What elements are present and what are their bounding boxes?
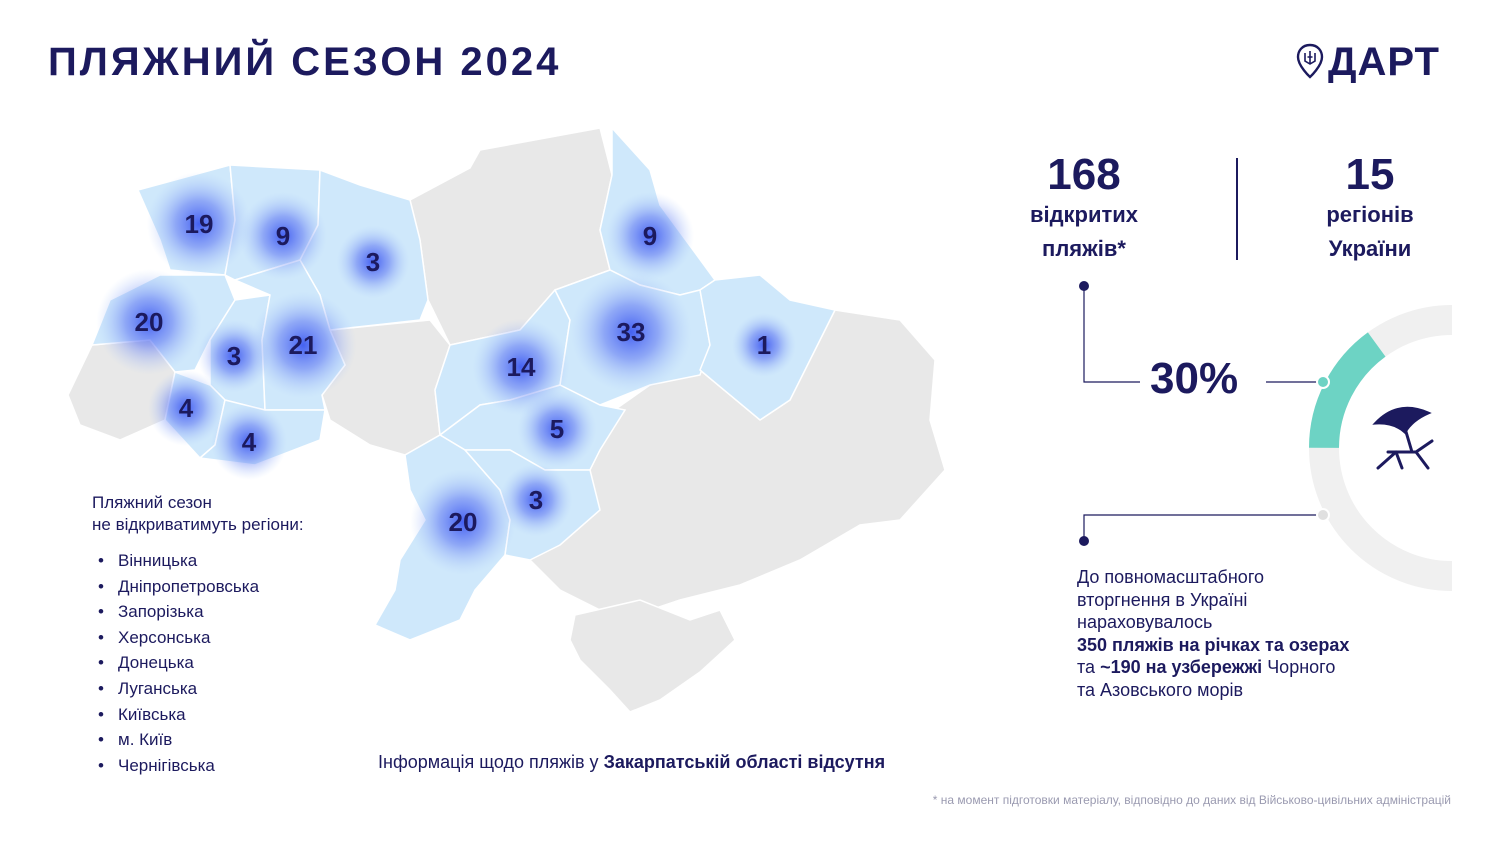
beach-umbrella-icon [1372,406,1434,470]
list-item: Херсонська [98,625,304,651]
percent-ring [1309,305,1453,591]
region-beach-count: 9 [643,221,657,251]
badge-glow [732,313,796,377]
badge-glow [570,271,692,393]
region-beach-count: 20 [449,507,478,537]
map-pin-trident-icon [1296,43,1324,79]
region-beach-count: 33 [617,317,646,347]
dart-logo: ДАРТ [1296,40,1440,85]
closed-regions-legend: Пляжний сезон не відкриватимуть регіони:… [92,492,304,778]
map-badges: 19 9 3 9 20 3 21 33 1 14 4 4 5 20 3 [96,171,796,575]
badge-glow [148,370,224,446]
regions-label-2: України [1328,236,1412,261]
region-crimea [569,599,736,713]
stats-divider [1236,158,1238,260]
connector-bottom [1083,514,1322,540]
prewar-line-2: вторгнення в Україні [1077,589,1248,610]
ring-progress [1309,332,1386,449]
region-beach-count: 20 [135,307,164,337]
zakarpattia-note: Інформація щодо пляжів у Закарпатській о… [378,752,885,773]
beaches-count: 168 [1047,150,1121,199]
ring-marker-teal [1316,375,1330,389]
badge-glow [336,225,410,299]
regions-stat: 15 регіонів України [1290,152,1450,266]
connector-top [1083,286,1140,383]
connector-lines [1083,286,1322,540]
region-beach-count: 4 [242,427,257,457]
prewar-line-3: нараховувалось [1077,612,1213,632]
badge-glow [410,469,516,575]
region-beach-count: 14 [507,352,536,382]
badge-glow [249,291,357,399]
connector-dot-top [1079,281,1089,291]
list-item: Чернігівська [98,753,304,779]
ring-marker-grey [1316,508,1330,522]
region-beach-count: 5 [550,414,564,444]
prewar-line-4: 350 пляжів на річках та озерах [1077,634,1350,655]
region-beach-count: 3 [227,341,241,371]
connector-dot-bottom [1079,536,1089,546]
logo-text: ДАРТ [1328,40,1440,84]
footnote: * на момент підготовки матеріалу, відпов… [932,793,1451,807]
beaches-label-2: пляжів* [1042,236,1126,261]
list-item: Запорізька [98,599,304,625]
badge-glow [606,192,694,280]
region-beach-count: 1 [757,330,771,360]
list-item: м. Київ [98,727,304,753]
closed-regions-list: Вінницька Дніпропетровська Запорізька Хе… [92,548,304,778]
beaches-stat: 168 відкритих пляжів* [1000,152,1168,266]
region-beach-count: 3 [529,485,543,515]
percent-value: 30% [1150,354,1239,403]
prewar-line-5-bold: ~190 на узбережжі [1100,657,1263,677]
badge-glow [211,404,287,480]
prewar-line-1: До повномасштабного [1077,567,1264,587]
ring-track [1309,305,1453,591]
inactive-regions [67,127,946,713]
badge-glow [146,171,252,277]
page-title: ПЛЯЖНИЙ СЕЗОН 2024 [48,40,562,84]
region-beach-count: 4 [179,393,194,423]
prewar-line-5-post: Чорного [1262,657,1336,677]
region-beach-count: 19 [185,209,214,239]
beaches-label-1: відкритих [1029,202,1139,227]
badge-glow [517,389,597,469]
badge-glow [472,318,570,416]
badge-glow [499,463,573,537]
region-beach-count: 3 [366,247,380,277]
list-item: Донецька [98,650,304,676]
regions-label-1: регіонів [1326,202,1414,227]
prewar-line-6: та Азовського морів [1077,679,1244,700]
badge-glow [96,269,202,375]
region-beach-count: 9 [276,221,290,251]
badge-glow [239,192,327,280]
regions-count: 15 [1345,150,1395,199]
list-item: Дніпропетровська [98,574,304,600]
note-bold: Закарпатській області відсутня [603,752,886,772]
legend-heading-1: Пляжний сезон [92,493,212,512]
list-item: Вінницька [98,548,304,574]
region-beach-count: 21 [289,330,318,360]
prewar-info: До повномасштабного вторгнення в Україні… [1077,566,1349,701]
prewar-line-5-pre: та [1077,657,1101,677]
list-item: Київська [98,702,304,728]
list-item: Луганська [98,676,304,702]
note-text: Інформація щодо пляжів у [378,752,604,772]
legend-heading-2: не відкриватимуть регіони: [92,515,304,534]
